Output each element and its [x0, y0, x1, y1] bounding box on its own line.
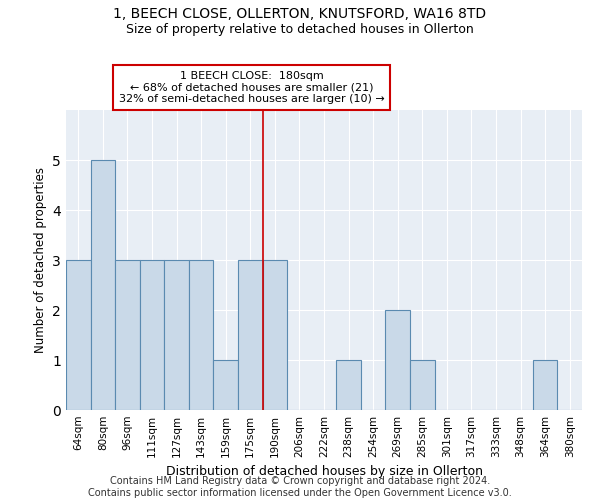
Bar — [336, 360, 361, 410]
Bar — [410, 360, 434, 410]
Bar — [189, 260, 214, 410]
Bar — [533, 360, 557, 410]
Text: 1, BEECH CLOSE, OLLERTON, KNUTSFORD, WA16 8TD: 1, BEECH CLOSE, OLLERTON, KNUTSFORD, WA1… — [113, 8, 487, 22]
Y-axis label: Number of detached properties: Number of detached properties — [34, 167, 47, 353]
Bar — [66, 260, 91, 410]
Bar — [263, 260, 287, 410]
Text: Size of property relative to detached houses in Ollerton: Size of property relative to detached ho… — [126, 22, 474, 36]
Bar — [140, 260, 164, 410]
Text: Contains HM Land Registry data © Crown copyright and database right 2024.
Contai: Contains HM Land Registry data © Crown c… — [88, 476, 512, 498]
X-axis label: Distribution of detached houses by size in Ollerton: Distribution of detached houses by size … — [166, 466, 482, 478]
Bar — [115, 260, 140, 410]
Bar — [385, 310, 410, 410]
Text: 1 BEECH CLOSE:  180sqm
← 68% of detached houses are smaller (21)
32% of semi-det: 1 BEECH CLOSE: 180sqm ← 68% of detached … — [119, 71, 385, 104]
Bar — [214, 360, 238, 410]
Bar — [91, 160, 115, 410]
Bar — [164, 260, 189, 410]
Bar — [238, 260, 263, 410]
